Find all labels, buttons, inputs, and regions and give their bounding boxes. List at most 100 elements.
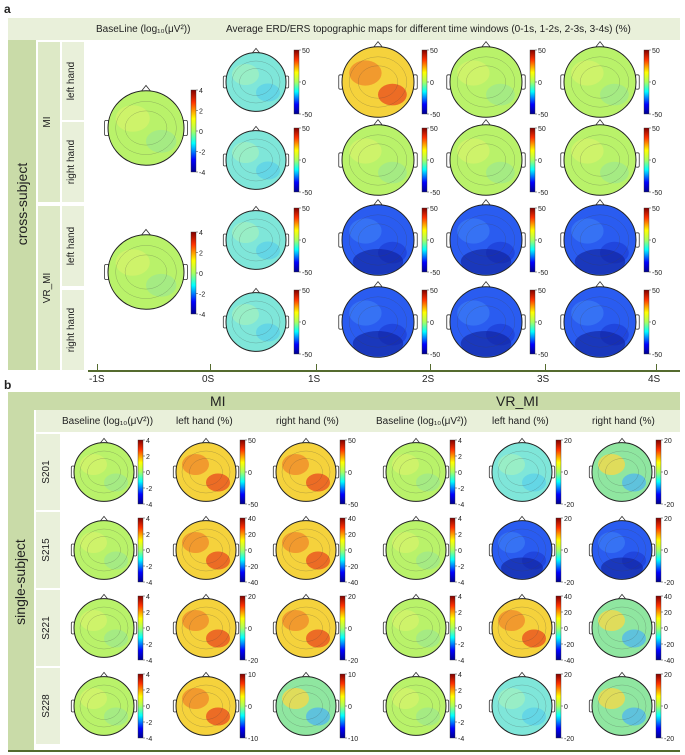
colorbar-tick: -50 — [652, 112, 662, 119]
colorbar-tick: 20 — [664, 438, 672, 445]
colorbar-tick: -20 — [564, 502, 574, 509]
colorbar-tick: 0 — [664, 626, 668, 633]
colorbar-tick: 0 — [458, 548, 462, 555]
erd-map-r3-c2 — [446, 281, 526, 358]
colorbar-tick: 0 — [538, 238, 542, 245]
colorbar-tick: -40 — [564, 658, 574, 665]
baseline-title: BaseLine (log₁₀(μV²)) — [96, 24, 191, 35]
erd-map-r2-c2 — [446, 199, 526, 276]
colorbar-tick: 4 — [146, 594, 150, 601]
subject-map-r2-c4 — [488, 593, 556, 658]
colorbar-tick: 0 — [199, 129, 203, 136]
colorbar-tick: 50 — [538, 206, 546, 213]
colorbar-tick: 4 — [146, 516, 150, 523]
panel-b-col-header — [36, 410, 680, 432]
subject-colorbar-r2-c4: 40 20 0 -20 -40 — [555, 594, 574, 665]
colorbar-tick: 20 — [248, 532, 256, 539]
subject-bar — [36, 590, 60, 666]
colorbar-tick: 0 — [538, 320, 542, 327]
subject-bar — [36, 668, 60, 744]
colorbar-tick: 0 — [458, 470, 462, 477]
colorbar-tick: 0 — [664, 470, 668, 477]
colorbar-tick: 4 — [458, 594, 462, 601]
erd-colorbar-r2-c0: 50 0 -50 — [293, 206, 312, 277]
colorbar-tick: 10 — [248, 672, 256, 679]
panel-a-topomaps: 420-2-4420-2-4500-50500-50500-50500-5050… — [104, 41, 662, 359]
erd-title: Average ERD/ERS topographic maps for dif… — [226, 24, 631, 35]
colorbar-tick: 2 — [199, 109, 203, 116]
subject-colorbar-r3-c5: 20 0 -20 — [655, 672, 674, 743]
colorbar-tick: 0 — [652, 80, 656, 87]
panel-a-header — [8, 18, 680, 40]
colorbar-tick: 40 — [664, 594, 672, 601]
time-tick-mark — [430, 364, 431, 370]
colorbar-tick: -50 — [652, 270, 662, 277]
colorbar-tick: -50 — [538, 352, 548, 359]
colorbar-tick: 0 — [348, 626, 352, 633]
subject-colorbar-r3-c1: 10 0 -10 — [239, 672, 258, 743]
colorbar-tick: 4 — [146, 438, 150, 445]
time-tick-label: 1S — [308, 374, 321, 385]
colorbar-tick: 0 — [652, 158, 656, 165]
colorbar-tick: 10 — [348, 672, 356, 679]
subject-colorbar-r1-c3: 4 2 0 -2 -4 — [449, 516, 464, 587]
colorbar-tick: -50 — [652, 190, 662, 197]
colorbar-tick: 0 — [348, 704, 352, 711]
colorbar-tick: 0 — [430, 158, 434, 165]
erd-colorbar-r1-c2: 50 0 -50 — [529, 126, 548, 197]
colorbar-tick: 0 — [458, 704, 462, 711]
colorbar-tick: 4 — [199, 88, 203, 95]
subject-map-r1-c4 — [488, 515, 556, 580]
time-tick-label: 2S — [422, 374, 435, 385]
colorbar-tick: -20 — [564, 736, 574, 743]
colorbar-tick: -50 — [652, 352, 662, 359]
colorbar-tick: 2 — [146, 454, 150, 461]
colorbar-tick: 20 — [564, 516, 572, 523]
subject-map-r2-c0 — [70, 593, 138, 658]
colorbar-tick: -2 — [458, 642, 464, 649]
erd-map-r2-c1 — [338, 199, 418, 276]
colorbar-tick: -4 — [199, 312, 205, 319]
colorbar-tick: -40 — [248, 580, 258, 587]
colorbar-tick: 0 — [302, 80, 306, 87]
column-title: Baseline (log₁₀(μV²)) — [62, 416, 154, 427]
colorbar-tick: 50 — [652, 48, 660, 55]
colorbar-tick: 50 — [302, 288, 310, 295]
colorbar-tick: 50 — [652, 288, 660, 295]
panel-a-letter: a — [4, 2, 11, 16]
subject-map-r2-c5 — [588, 593, 656, 658]
colorbar-tick: 2 — [199, 251, 203, 258]
colorbar-tick: 20 — [348, 532, 356, 539]
erd-map-r1-c3 — [560, 119, 640, 196]
colorbar-tick: -4 — [458, 736, 464, 743]
time-tick-mark — [97, 364, 98, 370]
cond-bar-vrmi — [38, 206, 60, 370]
colorbar-tick: 0 — [564, 704, 568, 711]
time-tick-label: -1S — [89, 374, 105, 385]
colorbar-tick: -2 — [146, 642, 152, 649]
subject-map-r2-c3 — [382, 593, 450, 658]
colorbar-tick: -2 — [458, 564, 464, 571]
colorbar-tick: -40 — [348, 580, 358, 587]
colorbar-tick: -20 — [248, 658, 258, 665]
subject-map-r1-c5 — [588, 515, 656, 580]
erd-map-r2-c3 — [560, 199, 640, 276]
colorbar-tick: 0 — [538, 80, 542, 87]
subject-map-r2-c2 — [272, 593, 340, 658]
erd-map-r1-c1 — [338, 119, 418, 196]
colorbar-tick: -4 — [199, 170, 205, 177]
colorbar-tick: 2 — [146, 532, 150, 539]
colorbar-tick: 0 — [348, 470, 352, 477]
colorbar-tick: 2 — [458, 688, 462, 695]
subject-colorbar-r0-c5: 20 0 -20 — [655, 438, 674, 509]
colorbar-tick: 20 — [348, 594, 356, 601]
colorbar-tick: -4 — [458, 658, 464, 665]
colorbar-tick: 4 — [458, 438, 462, 445]
time-tick-label: 3S — [537, 374, 550, 385]
column-title: right hand (%) — [592, 416, 655, 427]
colorbar-tick: 0 — [146, 626, 150, 633]
erd-map-r0-c1 — [338, 41, 418, 118]
colorbar-tick: -50 — [348, 502, 358, 509]
colorbar-tick: -40 — [664, 658, 674, 665]
subject-map-r0-c1 — [172, 437, 240, 502]
